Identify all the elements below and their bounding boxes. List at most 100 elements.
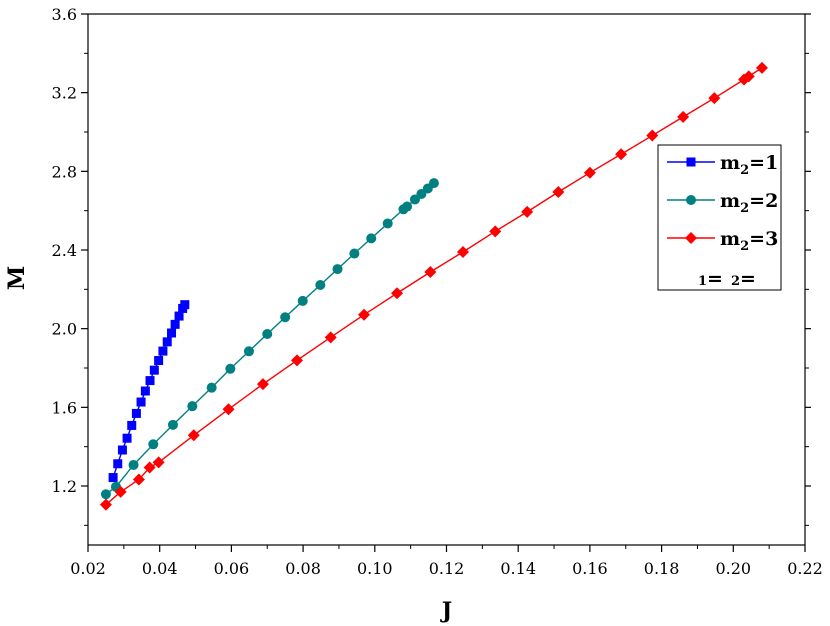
x-tick-label: 0.12 xyxy=(429,559,465,578)
x-tick-label: 0.16 xyxy=(572,559,608,578)
data-point xyxy=(552,185,565,198)
data-point xyxy=(521,205,534,218)
data-point xyxy=(424,266,437,279)
legend-marker xyxy=(686,157,696,167)
x-tick-label: 0.04 xyxy=(142,559,178,578)
data-point xyxy=(154,356,164,366)
legend-label-rest: =2 xyxy=(749,190,778,212)
data-point xyxy=(148,439,159,450)
data-point xyxy=(332,264,343,275)
y-tick-label: 2.0 xyxy=(52,320,77,339)
data-point xyxy=(291,354,304,367)
data-point xyxy=(755,61,768,74)
x-tick-label: 0.14 xyxy=(500,559,536,578)
data-point xyxy=(136,397,146,407)
data-point xyxy=(170,319,180,329)
y-tick-label: 1.6 xyxy=(52,398,77,417)
legend-entries: m2=1m2=2m2=3 xyxy=(667,152,778,254)
data-point xyxy=(262,328,273,339)
legend-extra-text: 1= 2= xyxy=(698,268,756,290)
series-2 xyxy=(100,178,439,500)
data-point xyxy=(162,337,172,347)
data-point xyxy=(108,473,118,483)
series-3 xyxy=(99,61,768,511)
data-point xyxy=(206,382,217,393)
data-point xyxy=(382,218,393,229)
data-point xyxy=(187,429,200,442)
legend-label-rest: =3 xyxy=(749,228,778,250)
data-point xyxy=(131,408,141,418)
y-tick-label: 3.6 xyxy=(52,5,77,24)
legend-label-base: m xyxy=(720,228,740,250)
legend-label-sub: 2 xyxy=(740,239,749,254)
legend-label-sub: 2 xyxy=(740,163,749,178)
legend-entry-2: m2=2 xyxy=(667,190,778,216)
legend-label-base: m xyxy=(720,190,740,212)
legend-marker xyxy=(686,195,696,205)
data-point xyxy=(132,473,145,486)
data-point xyxy=(349,248,360,259)
data-point xyxy=(324,331,337,344)
data-point xyxy=(583,166,596,179)
y-tick-label: 1.2 xyxy=(52,477,77,496)
data-point xyxy=(145,376,155,386)
data-point xyxy=(149,365,159,375)
data-point xyxy=(187,401,198,412)
data-point xyxy=(99,498,112,511)
data-point xyxy=(456,245,469,258)
data-point xyxy=(708,92,721,105)
y-axis-label: M xyxy=(4,266,30,290)
data-point xyxy=(158,346,168,356)
data-point xyxy=(222,403,235,416)
data-point xyxy=(113,459,123,469)
data-point xyxy=(280,312,291,323)
data-point xyxy=(143,461,156,474)
series-1 xyxy=(108,300,190,483)
data-point xyxy=(646,129,659,142)
data-point xyxy=(489,225,502,238)
data-point xyxy=(428,178,439,189)
legend-label: m2=1 xyxy=(720,152,778,178)
series-layer xyxy=(99,61,768,511)
data-point xyxy=(297,295,308,306)
legend-marker xyxy=(685,232,697,244)
data-point xyxy=(127,420,137,430)
data-point xyxy=(243,346,254,357)
data-point xyxy=(167,419,178,430)
y-tick-label: 3.2 xyxy=(52,84,77,103)
data-point xyxy=(167,328,177,338)
data-point xyxy=(100,489,111,500)
data-point xyxy=(315,280,326,291)
legend-entry-1: m2=1 xyxy=(667,152,778,178)
x-tick-label: 0.10 xyxy=(357,559,393,578)
legend-label-base: m xyxy=(720,152,740,174)
data-point xyxy=(225,363,236,374)
x-tick-label: 0.22 xyxy=(787,559,823,578)
data-point xyxy=(114,485,127,498)
data-point xyxy=(174,311,184,321)
x-tick-label: 0.20 xyxy=(715,559,751,578)
x-tick-label: 0.08 xyxy=(285,559,321,578)
y-tick-label: 2.4 xyxy=(52,241,77,260)
legend-label-sub: 2 xyxy=(740,201,749,216)
legend-label: m2=3 xyxy=(720,228,778,254)
data-point xyxy=(140,386,150,396)
data-point xyxy=(152,456,165,469)
legend-label-rest: =1 xyxy=(749,152,778,174)
data-point xyxy=(128,459,139,470)
data-point xyxy=(742,70,755,83)
y-tick-label: 2.8 xyxy=(52,162,77,181)
data-point xyxy=(256,378,269,391)
x-tick-label: 0.02 xyxy=(70,559,106,578)
legend: m2=1m2=2m2=3 1= 2= xyxy=(657,144,782,291)
data-point xyxy=(402,201,413,212)
legend-label: m2=2 xyxy=(720,190,778,216)
x-axis-label: J xyxy=(440,598,452,624)
x-tick-label: 0.06 xyxy=(214,559,250,578)
legend-box xyxy=(657,144,782,291)
data-point xyxy=(677,110,690,123)
data-point xyxy=(180,300,190,310)
axes-layer: 0.02 0.04 0.06 0.08 0.10 0.12 0.14 0.16 0.18 0.20… xyxy=(52,5,823,578)
data-point xyxy=(615,148,628,161)
data-point xyxy=(391,287,404,300)
